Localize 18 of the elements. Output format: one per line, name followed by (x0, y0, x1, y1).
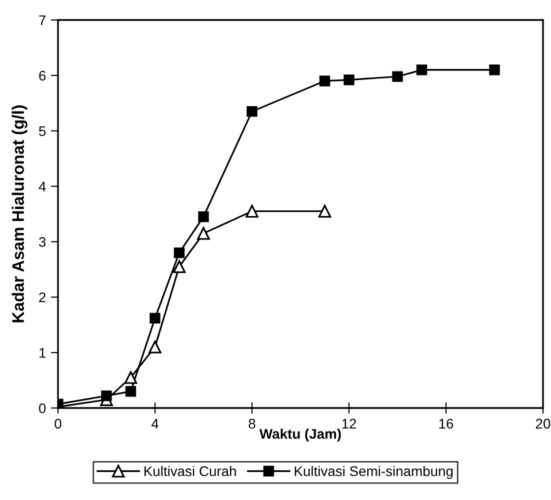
x-tick-label: 12 (342, 418, 356, 428)
y-tick-label: 0 (39, 403, 46, 414)
y-tick-label: 6 (39, 70, 46, 81)
x-tick-label: 8 (248, 418, 256, 429)
y-axis-title: Kadar Asam Hialuronat (g/l) (12, 105, 28, 322)
legend-label: Kultivasi Curah (144, 466, 236, 476)
y-tick-label: 4 (38, 182, 46, 192)
x-tick-label: 4 (151, 418, 158, 428)
y-tick-label: 3 (39, 237, 46, 247)
y-tick-label: 1 (40, 348, 46, 358)
y-tick-label: 7 (39, 15, 46, 26)
y-tick-label: 5 (39, 126, 46, 136)
y-tick-label: 2 (39, 292, 46, 302)
legend-label: Kultivasi Semi-sinambung (294, 466, 453, 479)
x-tick-label: 16 (439, 418, 454, 429)
x-tick-label: 20 (536, 418, 550, 429)
x-tick-label: 0 (54, 418, 62, 429)
x-axis-title: Waktu (Jam) (259, 428, 341, 442)
